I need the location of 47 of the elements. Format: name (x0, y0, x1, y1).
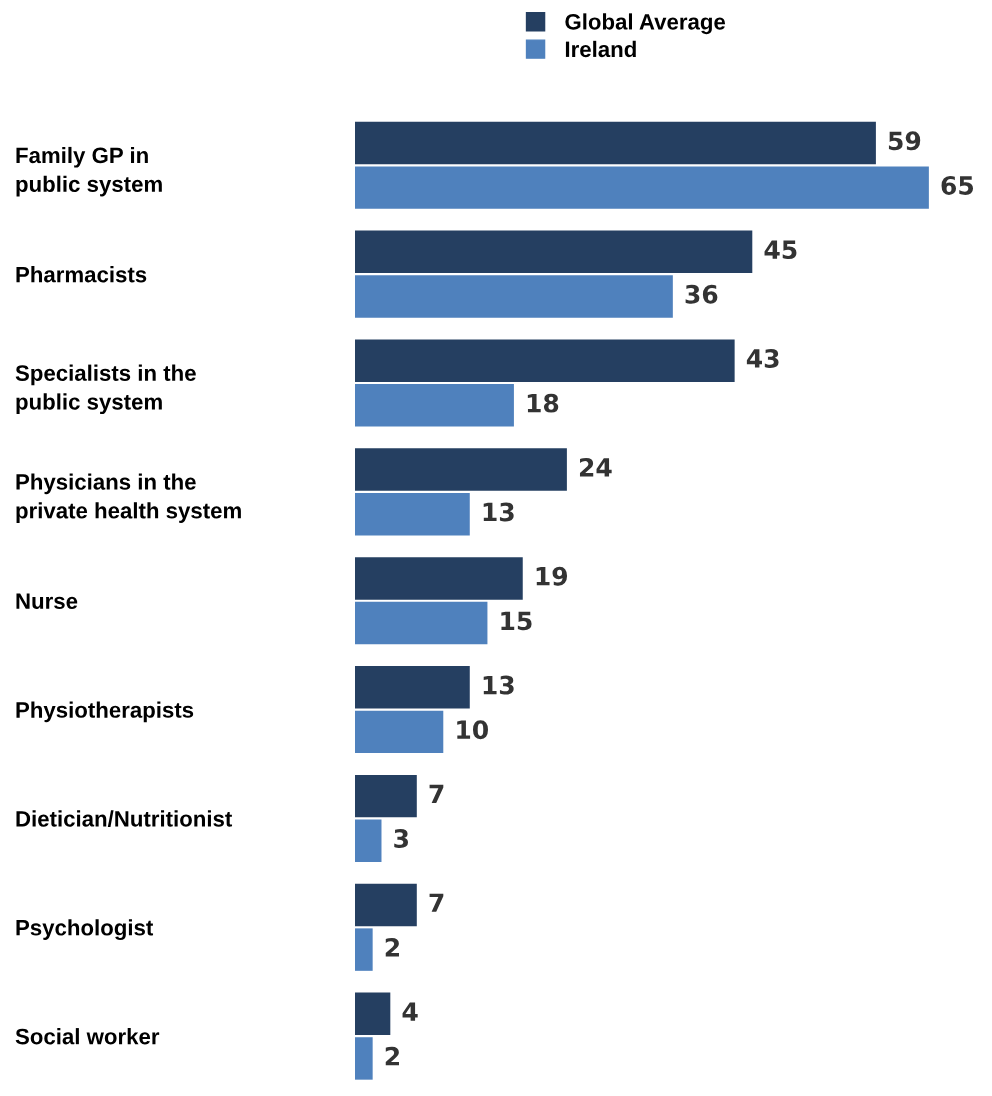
data-label: 7 (429, 893, 444, 912)
bar (355, 166, 929, 209)
y-tick-label: Social worker (15, 1028, 160, 1045)
data-label: 65 (941, 175, 974, 195)
bar (355, 774, 417, 818)
data-label: 15 (501, 611, 532, 631)
y-tick-label: Dietician/Nutritionist (16, 810, 233, 827)
y-tick-label: Psychologist (16, 919, 154, 941)
data-label: 13 (483, 675, 514, 695)
data-label: 45 (764, 240, 797, 260)
bar (355, 928, 373, 971)
bar (355, 448, 567, 491)
data-label: 18 (527, 393, 559, 413)
data-label: 19 (536, 566, 568, 586)
data-label: 13 (483, 502, 514, 522)
bar (355, 992, 391, 1036)
y-tick-label: Pharmacists (16, 266, 147, 283)
bar (355, 666, 470, 709)
data-label: 2 (385, 1046, 399, 1066)
y-tick-label: Specialists in the public system (15, 364, 196, 415)
bar (355, 557, 523, 600)
bar (355, 601, 488, 645)
bar (355, 275, 673, 318)
data-label: 4 (402, 1002, 418, 1021)
bar (355, 492, 470, 536)
data-label: 2 (385, 937, 399, 957)
y-tick-label: Family GP in public system (16, 146, 162, 197)
y-tick-label: Physiotherapists (16, 701, 194, 723)
bar (355, 710, 444, 754)
bar (355, 819, 382, 862)
bar (355, 1037, 373, 1080)
y-tick-label: Physicians in the private health system (16, 473, 241, 523)
bar (355, 384, 514, 427)
data-label: 36 (685, 284, 718, 304)
bar (355, 339, 735, 382)
bar (355, 230, 753, 274)
bar (355, 883, 417, 927)
data-label: 3 (394, 829, 408, 848)
legend-label: Ireland (565, 40, 636, 58)
data-label: 10 (457, 720, 488, 740)
data-label: 7 (429, 784, 444, 804)
legend-label: Global Average (565, 13, 726, 35)
y-tick-label: Nurse (16, 593, 78, 609)
data-label: 59 (888, 131, 921, 151)
data-label: 24 (579, 457, 612, 477)
data-label: 43 (746, 349, 779, 368)
bar (355, 121, 876, 165)
